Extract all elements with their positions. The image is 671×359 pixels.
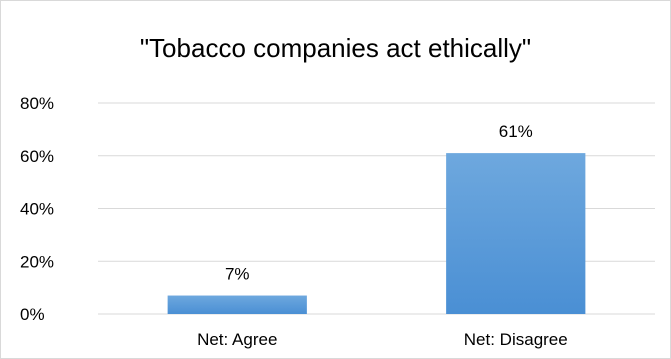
data-label: 61% bbox=[499, 122, 533, 141]
y-tick-label: 0% bbox=[20, 305, 45, 324]
x-tick-label: Net: Disagree bbox=[464, 330, 568, 349]
chart-title: "Tobacco companies act ethically" bbox=[139, 33, 532, 63]
y-tick-label: 20% bbox=[20, 252, 54, 271]
y-tick-label: 40% bbox=[20, 200, 54, 219]
bar bbox=[446, 153, 586, 314]
y-tick-label: 60% bbox=[20, 147, 54, 166]
data-label: 7% bbox=[225, 265, 250, 284]
bar bbox=[167, 295, 307, 314]
x-tick-label: Net: Agree bbox=[197, 330, 277, 349]
y-tick-label: 80% bbox=[20, 94, 54, 113]
